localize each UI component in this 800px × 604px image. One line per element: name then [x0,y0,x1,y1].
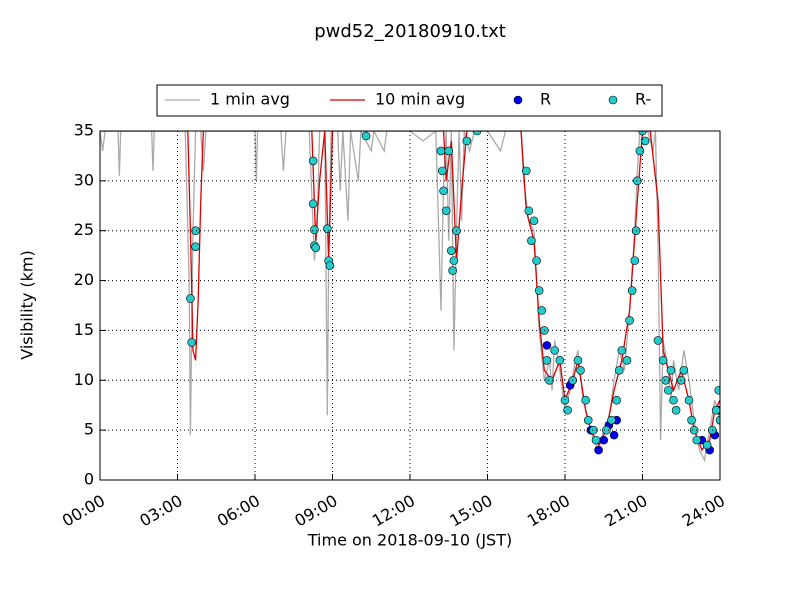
scatter-point [661,375,671,385]
y-tick-label: 35 [74,121,94,140]
y-tick-label: 5 [84,420,94,439]
scatter-point [555,356,565,365]
scatter-point [627,286,637,295]
scatter-point [191,242,200,251]
scatter-point [448,266,457,275]
scatter-point [702,440,712,450]
y-tick-label: 15 [74,320,94,339]
line-series [100,131,720,463]
scatter-point [462,136,472,146]
legend-label: 1 min avg [210,90,290,109]
scatter-point [612,395,621,405]
scatter-point [589,425,598,435]
scatter-point [545,375,554,385]
scatter-point [542,341,552,350]
scatter-point [635,146,645,156]
scatter-point [689,425,699,435]
legend-label: 10 min avg [375,90,465,109]
scatter-point [524,206,534,216]
scatter-point [542,356,552,365]
scatter-point [607,415,616,425]
scatter-point [633,176,642,186]
scatter-point [679,366,689,375]
scatter-point [617,346,627,355]
scatter-point [527,236,536,245]
y-tick-label: 25 [74,220,94,239]
scatter-point [599,435,609,445]
legend-label: R- [635,90,651,109]
scatter-point [594,445,603,455]
scatter-point [664,385,673,395]
scatter-point [308,156,318,166]
scatter-point [609,430,619,440]
scatter-point [576,366,585,375]
scatter-point [191,226,200,236]
y-tick-label: 0 [84,470,94,489]
scatter-point [630,256,640,265]
legend-box [156,84,663,117]
scatter-point [550,346,559,355]
scatter-point [521,166,531,176]
y-axis-label: Visibility (km) [18,250,37,359]
scatter-point [310,225,319,235]
scatter-point [714,385,720,395]
scatter-point [583,415,593,425]
y-tick-label: 20 [74,270,94,289]
scatter-point [449,256,459,265]
scatter-point [444,146,454,156]
scatter-point [537,306,547,315]
scatter-point [534,286,544,295]
scatter-point [311,243,321,252]
scatter-point [441,206,451,216]
legend-swatch [608,95,618,105]
scatter-point [591,435,601,445]
scatter-point [653,336,663,345]
scatter-point [186,294,195,303]
legend-label: R [540,90,551,109]
scatter-point [532,256,541,265]
scatter-point [436,146,446,156]
scatter-point [439,186,448,196]
chart-title: pwd52_20180910.txt [314,21,506,42]
scatter-point [622,356,632,365]
scatter-point [437,166,447,176]
scatter-point [560,395,570,405]
scatter-point [640,136,650,146]
scatter-point [581,395,590,405]
scatter-point [669,395,678,405]
scatter-point [602,425,611,435]
legend-swatch [513,95,523,105]
scatter-point [447,246,456,255]
scatter-point [671,405,681,415]
scatter-point [472,131,482,136]
scatter-point [692,435,702,445]
scatter-point [323,224,332,234]
scatter-point [529,216,539,226]
scatter-point [573,356,583,365]
y-tick-label: 10 [74,370,94,389]
scatter-point [666,366,676,375]
scatter-point [187,338,197,347]
scatter-point [658,356,668,365]
scatter-point [325,261,335,270]
scatter-point [715,415,720,425]
scatter-point [684,395,694,405]
scatter-point [711,405,720,415]
scatter-point [687,415,696,425]
y-tick-label: 30 [74,170,94,189]
x-axis-label: Time on 2018-09-10 (JST) [307,531,512,550]
scatter-point [625,316,634,325]
plot-area [100,131,720,463]
scatter-point [676,375,686,385]
scatter-point [614,366,624,375]
scatter-point [563,405,572,415]
scatter-point [361,131,371,141]
scatter-point [308,199,318,209]
